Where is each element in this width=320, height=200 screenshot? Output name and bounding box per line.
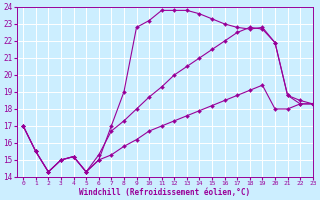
X-axis label: Windchill (Refroidissement éolien,°C): Windchill (Refroidissement éolien,°C) [79,188,250,197]
